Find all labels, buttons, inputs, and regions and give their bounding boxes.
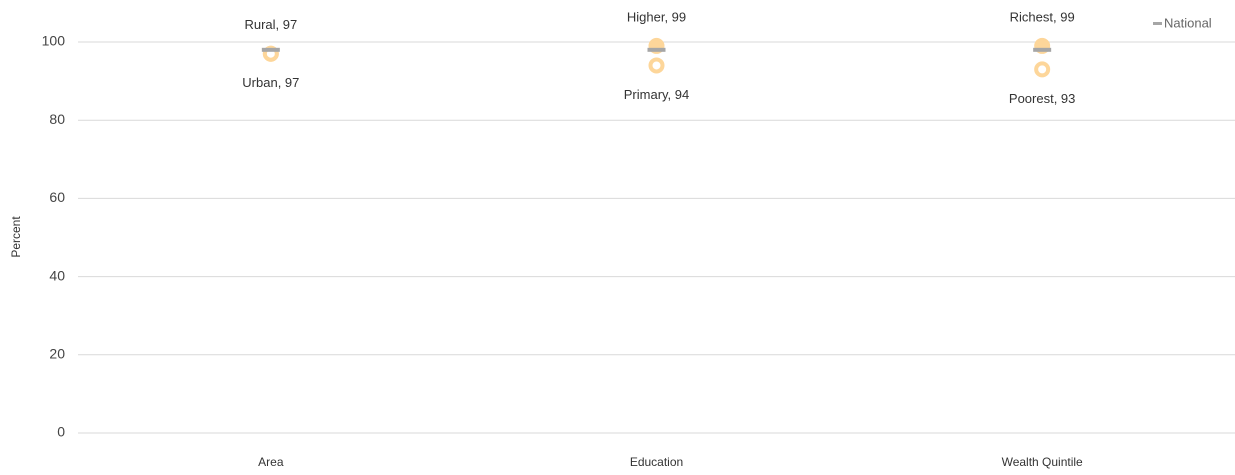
national-marker [1033,47,1052,52]
point-hollow [648,57,665,74]
data-label: Primary, 94 [624,87,690,102]
x-tick-label: Wealth Quintile [1002,455,1083,469]
point-hollow [1034,61,1051,78]
data-label: Urban, 97 [242,75,299,90]
x-tick-label: Area [258,455,284,469]
national-marker [647,47,666,52]
legend-label: National [1164,15,1212,30]
national-marker [261,47,280,52]
y-tick-label: 40 [49,267,65,283]
legend-swatch [1153,22,1162,25]
data-label: Rural, 97 [244,17,297,32]
x-tick-label: Education [630,455,683,469]
y-tick-label: 80 [49,111,65,127]
y-tick-label: 60 [49,189,65,205]
y-tick-label: 0 [57,424,65,440]
data-label: Poorest, 93 [1009,91,1076,106]
y-axis-label: Percent [9,216,23,258]
data-label: Richest, 99 [1010,9,1075,24]
y-tick-label: 20 [49,346,65,362]
y-tick-label: 100 [42,33,66,49]
data-label: Higher, 99 [627,9,686,24]
